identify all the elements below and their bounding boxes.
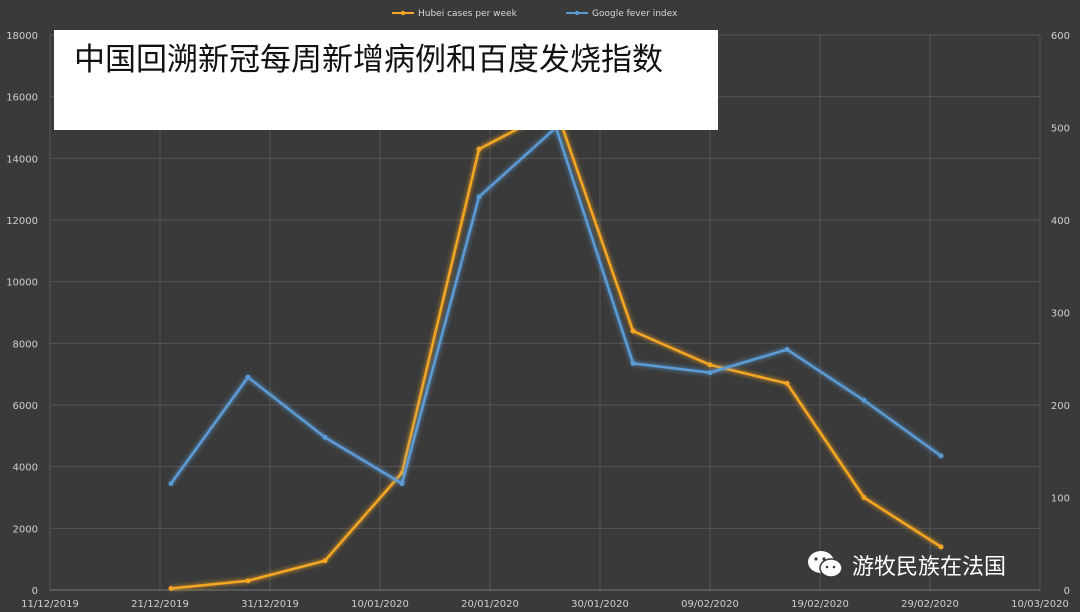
data-point <box>476 194 482 200</box>
data-point <box>630 328 636 334</box>
y-right-tick-label: 300 <box>1051 309 1070 320</box>
x-axis: 11/12/2019 21/12/2019 31/12/2019 10/01/2020… <box>21 589 1069 610</box>
x-tick-label: 09/02/2020 <box>681 599 739 610</box>
y-left-tick-label: 18000 <box>6 31 38 42</box>
data-point <box>399 470 405 476</box>
y-left-tick-label: 16000 <box>6 93 38 104</box>
y-left-tick-label: 10000 <box>6 278 38 289</box>
watermark-text: 游牧民族在法国 <box>852 555 1007 580</box>
y-axis-left: 0 2000 4000 6000 8000 10000 12000 14000 16000 180… <box>6 31 38 597</box>
series-line <box>170 107 942 590</box>
x-tick-label: 31/12/2019 <box>241 599 299 610</box>
y-axis-right: 0 100 200 300 400 500 600 <box>1051 31 1070 597</box>
y-left-tick-label: 4000 <box>13 463 38 474</box>
watermark: 游牧民族在法国 <box>806 545 1006 585</box>
data-point <box>707 362 713 368</box>
x-tick-label: 20/01/2020 <box>461 599 519 610</box>
y-left-tick-label: 2000 <box>13 524 38 535</box>
legend[interactable]: Hubei cases per week Google fever index <box>392 9 678 19</box>
data-point <box>322 434 328 440</box>
series-hubei-cases <box>168 106 944 591</box>
data-point <box>245 578 251 584</box>
x-tick-label: 30/01/2020 <box>571 599 629 610</box>
x-tick-label: 19/02/2020 <box>791 599 849 610</box>
legend-marker <box>574 10 580 16</box>
y-right-tick-label: 500 <box>1051 124 1070 135</box>
data-point <box>784 380 790 386</box>
data-point <box>861 397 867 403</box>
x-tick-label: 21/12/2019 <box>131 599 189 610</box>
data-point <box>938 453 944 459</box>
data-point <box>630 360 636 366</box>
x-tick-label: 10/03/2020 <box>1011 599 1069 610</box>
y-right-tick-label: 600 <box>1051 31 1070 42</box>
data-point <box>399 481 405 487</box>
data-point <box>245 374 251 380</box>
x-tick-label: 11/12/2019 <box>21 599 79 610</box>
y-left-tick-label: 0 <box>32 586 38 597</box>
y-right-tick-label: 100 <box>1051 494 1070 505</box>
y-left-tick-label: 8000 <box>13 339 38 350</box>
y-right-tick-label: 200 <box>1051 401 1070 412</box>
data-point <box>168 585 174 591</box>
series-layer <box>168 106 944 591</box>
data-point <box>784 347 790 352</box>
y-right-tick-label: 0 <box>1064 586 1070 597</box>
y-right-tick-label: 400 <box>1051 216 1070 227</box>
legend-item[interactable]: Google fever index <box>566 9 678 19</box>
y-left-tick-label: 14000 <box>6 154 38 165</box>
y-left-tick-label: 12000 <box>6 216 38 227</box>
legend-item[interactable]: Hubei cases per week <box>392 9 518 19</box>
wechat-icon <box>808 551 843 578</box>
series-fever-index <box>168 125 944 487</box>
title-box: 中国回溯新冠每周新增病例和百度发烧指数 <box>54 30 718 130</box>
x-tick-label: 10/01/2020 <box>351 599 409 610</box>
data-point <box>861 495 867 500</box>
data-point <box>168 481 174 487</box>
data-point <box>322 558 328 564</box>
legend-marker <box>400 10 406 16</box>
data-point <box>707 370 713 376</box>
series-line <box>169 126 942 485</box>
data-point <box>476 146 482 152</box>
x-tick-label: 29/02/2020 <box>901 599 959 610</box>
chart-title: 中国回溯新冠每周新增病例和百度发烧指数 <box>74 42 663 78</box>
legend-label: Hubei cases per week <box>418 9 518 19</box>
legend-label: Google fever index <box>592 9 678 19</box>
y-left-tick-label: 6000 <box>13 401 38 412</box>
data-point <box>938 544 944 550</box>
